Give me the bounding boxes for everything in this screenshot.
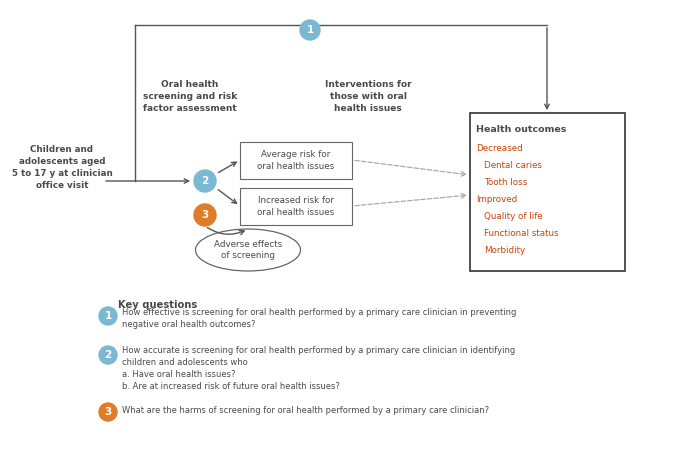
Text: Decreased: Decreased xyxy=(476,144,523,153)
FancyBboxPatch shape xyxy=(240,188,352,225)
Text: 1: 1 xyxy=(104,311,112,321)
Text: Morbidity: Morbidity xyxy=(484,246,525,255)
Text: Health outcomes: Health outcomes xyxy=(476,125,567,134)
FancyBboxPatch shape xyxy=(470,113,625,271)
Text: Average risk for
oral health issues: Average risk for oral health issues xyxy=(257,150,334,171)
Circle shape xyxy=(99,307,117,325)
Text: Key questions: Key questions xyxy=(118,300,197,310)
Text: 3: 3 xyxy=(104,407,112,417)
Text: Quality of life: Quality of life xyxy=(484,212,542,221)
Text: 2: 2 xyxy=(201,176,209,186)
Circle shape xyxy=(99,346,117,364)
Circle shape xyxy=(194,204,216,226)
Text: Improved: Improved xyxy=(476,195,518,204)
Ellipse shape xyxy=(195,229,301,271)
Circle shape xyxy=(300,20,320,40)
Text: Increased risk for
oral health issues: Increased risk for oral health issues xyxy=(257,196,334,217)
Text: Functional status: Functional status xyxy=(484,229,559,238)
Circle shape xyxy=(194,170,216,192)
Text: How accurate is screening for oral health performed by a primary care clinician : How accurate is screening for oral healt… xyxy=(122,346,516,392)
Text: What are the harms of screening for oral health performed by a primary care clin: What are the harms of screening for oral… xyxy=(122,406,489,415)
Text: Tooth loss: Tooth loss xyxy=(484,178,528,187)
Text: Interventions for
those with oral
health issues: Interventions for those with oral health… xyxy=(324,80,411,113)
Text: 2: 2 xyxy=(104,350,112,360)
Text: Adverse effects
of screening: Adverse effects of screening xyxy=(214,240,282,261)
Text: Children and
adolescents aged
5 to 17 y at clinician
office visit: Children and adolescents aged 5 to 17 y … xyxy=(11,145,112,191)
FancyBboxPatch shape xyxy=(240,142,352,179)
Text: How effective is screening for oral health performed by a primary care clinician: How effective is screening for oral heal… xyxy=(122,308,516,329)
Circle shape xyxy=(99,403,117,421)
Text: Oral health
screening and risk
factor assessment: Oral health screening and risk factor as… xyxy=(143,80,237,113)
Text: Dental caries: Dental caries xyxy=(484,161,542,170)
Text: 1: 1 xyxy=(306,25,314,35)
Text: 3: 3 xyxy=(201,210,209,220)
